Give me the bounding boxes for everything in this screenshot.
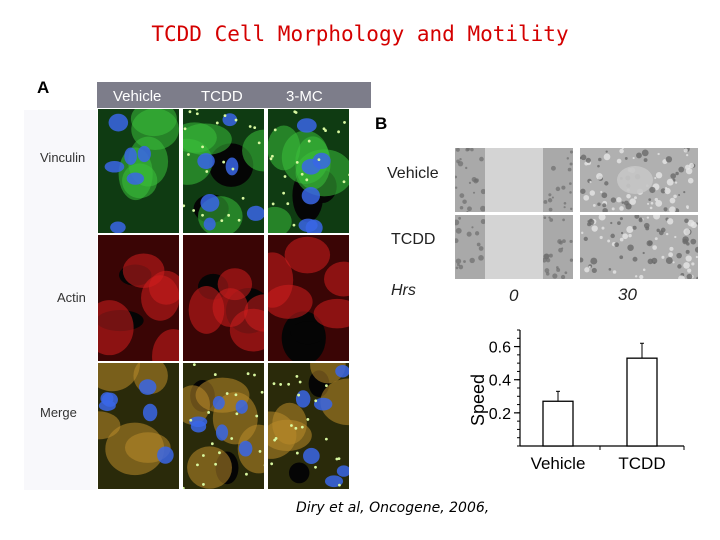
y-tick-label: 0.2	[489, 406, 511, 423]
panel-a-letter: A	[37, 78, 50, 97]
row-header-merge: Merge	[40, 405, 77, 420]
scratch-image-vehicle-30h	[580, 148, 698, 212]
hrs-label: Hrs	[391, 282, 416, 299]
hours-30-label: 30	[618, 285, 637, 304]
row-label-tcdd: TCDD	[391, 231, 436, 248]
scratch-image-vehicle-0h	[455, 148, 573, 212]
row-header-vinculin: Vinculin	[40, 150, 86, 165]
micrograph-vinculin-3mc	[267, 108, 350, 234]
micrograph-actin-3mc	[267, 234, 350, 362]
y-tick-label: 0.6	[489, 340, 511, 357]
column-header-3mc: 3-MC	[286, 88, 323, 105]
micrograph-vinculin-tcdd	[182, 108, 265, 234]
y-tick-label: 0.4	[489, 373, 511, 390]
micrograph-actin-tcdd	[182, 234, 265, 362]
bar-vehicle	[542, 400, 574, 447]
panel-a-label-strip	[24, 110, 97, 490]
row-header-actin: Actin	[57, 290, 86, 305]
micrograph-merge-vehicle	[97, 362, 180, 490]
citation: Diry et al, Oncogene, 2006,	[296, 500, 490, 516]
hours-0-label: 0	[509, 286, 519, 305]
y-axis-label: Speed	[468, 374, 488, 426]
bar-tcdd	[626, 357, 658, 447]
panel-b-letter: B	[375, 114, 388, 133]
micrograph-merge-tcdd	[182, 362, 265, 490]
column-header-tcdd: TCDD	[201, 88, 243, 105]
scratch-image-tcdd-0h	[455, 215, 573, 279]
column-header-vehicle: Vehicle	[113, 88, 162, 105]
panel-a-header-strip	[97, 82, 371, 108]
micrograph-merge-3mc	[267, 362, 350, 490]
slide-title: TCDD Cell Morphology and Motility	[151, 22, 569, 46]
micrograph-actin-vehicle	[97, 234, 180, 362]
x-category-label: Vehicle	[531, 454, 586, 473]
micrograph-vinculin-vehicle	[97, 108, 180, 234]
scratch-image-tcdd-30h	[580, 215, 698, 279]
row-label-vehicle: Vehicle	[387, 165, 439, 182]
x-category-label: TCDD	[618, 454, 665, 473]
